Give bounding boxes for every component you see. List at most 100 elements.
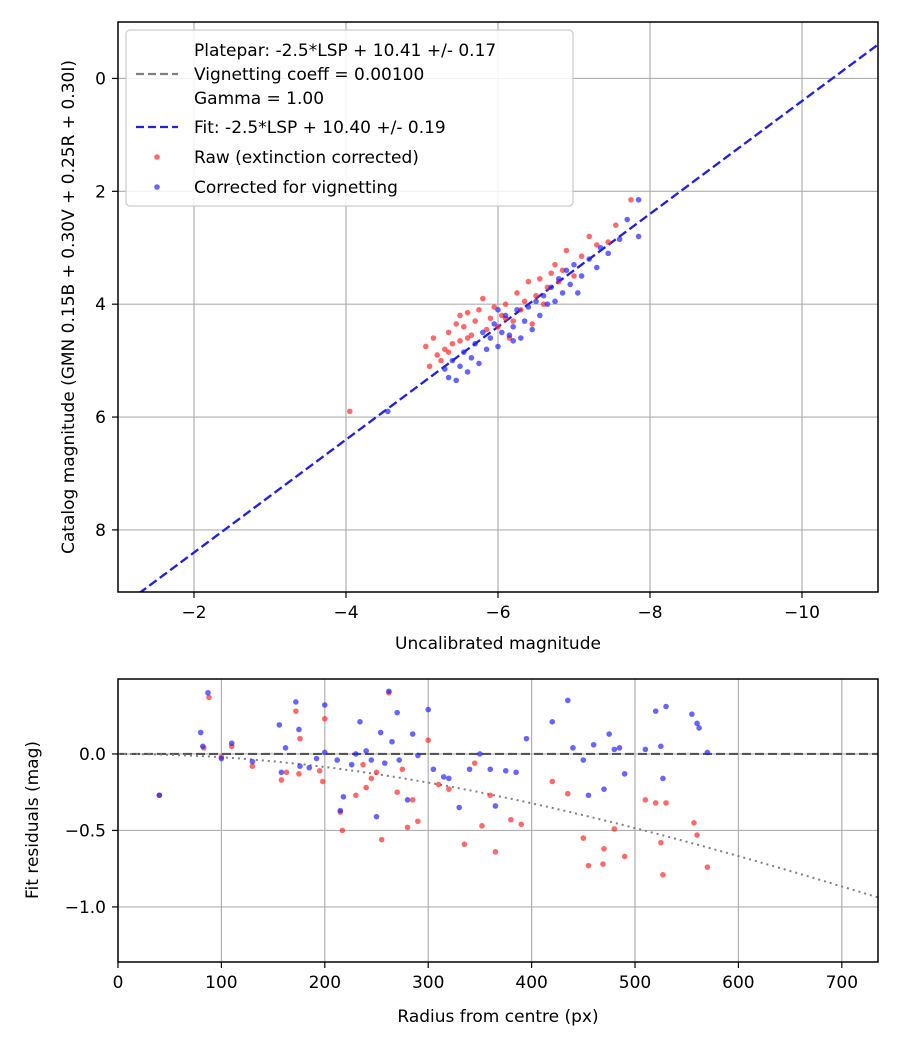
y-tick-label: 2 xyxy=(95,182,106,202)
corrected-point xyxy=(521,318,528,324)
raw-point xyxy=(206,694,212,701)
corrected-point xyxy=(476,360,482,367)
raw-point xyxy=(394,789,400,795)
corrected-point xyxy=(306,764,313,771)
legend-fit-label: Fit: -2.5*LSP + 10.40 +/- 0.19 xyxy=(194,118,446,138)
corrected-point xyxy=(464,369,471,375)
raw-point xyxy=(457,312,463,319)
corrected-point xyxy=(276,722,283,728)
raw-point xyxy=(694,832,700,838)
corrected-point xyxy=(491,321,498,327)
corrected-point xyxy=(635,196,642,203)
raw-point xyxy=(373,769,380,776)
corrected-point xyxy=(506,332,513,339)
raw-point xyxy=(476,307,482,313)
raw-point xyxy=(563,247,570,254)
corrected-point xyxy=(394,709,400,716)
corrected-point xyxy=(575,290,581,296)
corrected-point xyxy=(353,751,359,757)
raw-point xyxy=(487,792,494,799)
raw-point xyxy=(296,771,302,777)
corrected-point xyxy=(449,357,456,364)
top-y-axis-label: Catalog magnitude (GMN 0.15B + 0.30V + 0… xyxy=(59,60,79,554)
corrected-point xyxy=(442,366,448,372)
raw-point xyxy=(464,309,471,316)
raw-point xyxy=(533,292,539,299)
corrected-point xyxy=(499,329,505,336)
raw-point xyxy=(514,290,520,296)
raw-point xyxy=(423,343,429,350)
corrected-point xyxy=(483,346,490,353)
raw-point xyxy=(660,872,666,878)
corrected-point xyxy=(502,312,509,319)
raw-point xyxy=(642,797,649,803)
x-tick-label: −10 xyxy=(784,603,820,623)
raw-point xyxy=(586,233,592,240)
raw-point xyxy=(461,841,468,848)
corrected-point xyxy=(386,688,392,695)
raw-point xyxy=(368,775,375,782)
raw-point xyxy=(399,766,406,773)
legend-raw-marker xyxy=(154,154,160,160)
legend-box xyxy=(125,29,574,207)
bottom-y-axis-label: Fit residuals (mag) xyxy=(23,741,43,899)
x-tick-label: 400 xyxy=(515,973,547,993)
corrected-point xyxy=(205,689,211,696)
raw-point xyxy=(293,708,299,714)
corrected-point xyxy=(502,767,509,774)
corrected-point xyxy=(537,312,543,319)
residuals-chart: 0 100 200 300 400 500 600 700 0.0 −0.5 −1.0 Radius… xyxy=(23,678,879,1027)
raw-point xyxy=(404,824,411,831)
raw-point xyxy=(508,816,514,823)
raw-point xyxy=(430,335,437,341)
corrected-point xyxy=(293,699,299,705)
corrected-point xyxy=(564,697,571,704)
raw-point xyxy=(316,767,323,774)
corrected-point xyxy=(377,729,384,736)
corrected-point xyxy=(297,763,303,769)
corrected-point xyxy=(570,745,576,751)
raw-point xyxy=(564,790,571,797)
bottom-plot-frame xyxy=(117,678,879,963)
corrected-point xyxy=(487,335,494,341)
corrected-point xyxy=(580,757,587,763)
raw-point xyxy=(378,836,385,843)
legend-vignetting-label: Vignetting coeff = 0.00100 xyxy=(194,65,424,85)
raw-point xyxy=(585,862,592,869)
corrected-point xyxy=(652,708,659,714)
raw-point xyxy=(492,849,499,855)
corrected-point xyxy=(552,298,558,305)
raw-point xyxy=(525,278,532,285)
corrected-point xyxy=(540,292,547,299)
corrected-point xyxy=(249,758,256,765)
corrected-point xyxy=(492,803,499,809)
corrected-point xyxy=(548,284,554,291)
corrected-point xyxy=(334,757,341,763)
bottom-reference-lines xyxy=(118,752,879,899)
corrected-point xyxy=(495,343,501,350)
top-plot-frame xyxy=(117,21,879,593)
raw-point xyxy=(283,769,290,776)
raw-point xyxy=(510,318,516,324)
corrected-point xyxy=(446,775,452,782)
raw-point xyxy=(461,323,467,330)
raw-point xyxy=(652,800,659,806)
legend-gamma-label: Gamma = 1.00 xyxy=(194,89,324,109)
raw-point xyxy=(480,295,486,302)
corrected-point xyxy=(453,377,460,384)
corrected-point xyxy=(635,233,642,240)
top-scatter-points xyxy=(347,196,642,415)
corrected-point xyxy=(440,774,447,780)
y-tick-label: 6 xyxy=(95,408,106,428)
raw-point xyxy=(409,797,416,803)
raw-point xyxy=(552,261,558,268)
legend-platepar-label: Platepar: -2.5*LSP + 10.41 +/- 0.17 xyxy=(194,41,496,61)
legend-corrected-label: Corrected for vignetting xyxy=(194,178,398,198)
corrected-point xyxy=(456,804,463,811)
x-tick-label: 200 xyxy=(309,973,341,993)
corrected-point xyxy=(567,281,573,288)
corrected-point xyxy=(404,797,411,803)
corrected-point xyxy=(322,749,328,756)
